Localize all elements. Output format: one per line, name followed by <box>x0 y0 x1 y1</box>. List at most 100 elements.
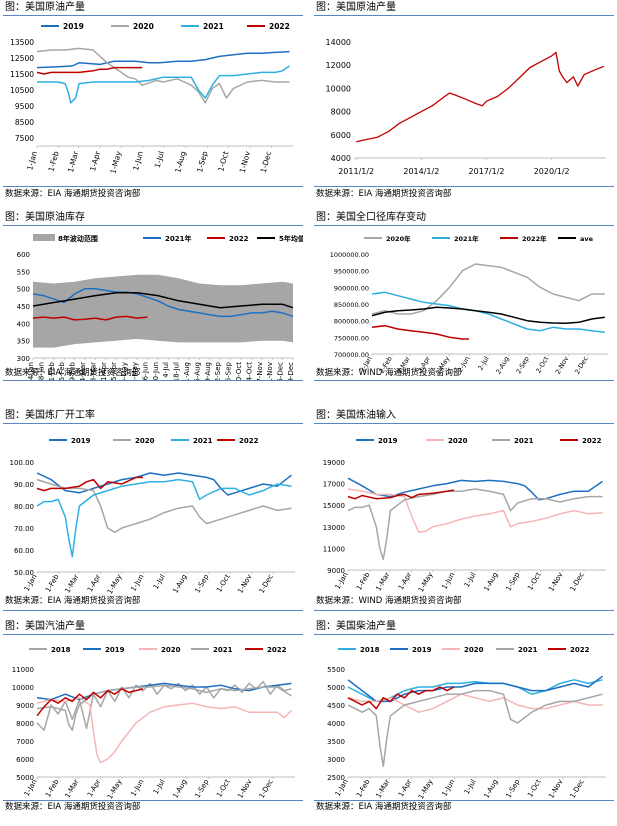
y-tick-label: 400 <box>17 320 30 328</box>
x-tick-label: 1-Apr <box>88 149 102 172</box>
legend-label: 2019 <box>63 22 84 31</box>
y-tick-label: 10000 <box>12 684 34 692</box>
x-tick-label: 29-Aug <box>204 362 212 380</box>
x-tick-label: 19-Dec <box>287 362 295 380</box>
y-tick-label: 750000.00 <box>334 334 369 342</box>
legend-label: 2021年 <box>454 234 479 243</box>
y-tick-label: 950000.00 <box>334 268 369 276</box>
y-tick-label: 17000 <box>323 481 345 489</box>
y-tick-label: 11000 <box>12 666 34 674</box>
line-chart: 13500 12500 11500 10500 9500 8500 7500 1-Jan 1-F… <box>10 22 293 175</box>
legend-label: 2021年 <box>165 234 191 243</box>
chart-panel-us-refinery-utilization: 图：美国炼厂开工率 100.00 90.00 80.00 70.00 60.00 50.0… <box>3 410 303 615</box>
x-tick-label: 26-Sep <box>225 361 233 380</box>
source-divider <box>3 186 303 187</box>
series-line-2020 <box>36 478 292 534</box>
legend-label: 2021 <box>203 22 224 31</box>
title-divider <box>3 225 303 227</box>
line-chart: 14000 12000 10000 8000 6000 4000 2011/1/2 2014/… <box>326 38 606 176</box>
x-tick-label: 1-Feb <box>44 778 61 799</box>
x-tick-label: 28-Mar <box>89 362 97 380</box>
y-tick-label: 850000.00 <box>334 301 369 309</box>
y-tick-label: 12000 <box>326 61 351 70</box>
y-tick-label: 900000.00 <box>334 284 369 292</box>
y-tick-label: 8500 <box>15 118 34 127</box>
legend-label: 2018 <box>51 646 71 654</box>
x-tick-label: 1-Apr <box>397 571 413 592</box>
x-tick-label: 1-Feb <box>355 778 372 799</box>
x-tick-label: 1-May <box>108 150 123 175</box>
y-tick-label: 4000 <box>331 154 351 163</box>
source-divider <box>314 800 614 801</box>
series-line-main <box>356 51 605 143</box>
x-tick-label: 24-Oct <box>245 362 253 380</box>
x-tick-label: 1-Jul <box>152 573 167 591</box>
series-line-2022 <box>36 688 144 717</box>
x-tick-label: 20-Jun <box>152 362 160 380</box>
y-tick-label: 3000 <box>327 756 345 764</box>
x-tick-label: 1-Mar <box>63 778 80 799</box>
y-tick-label: 5000 <box>16 774 34 782</box>
x-tick-label: 2-Nov <box>554 355 571 376</box>
x-tick-label: 1-Nov <box>236 778 253 799</box>
legend-label: 2020 <box>161 646 181 654</box>
y-tick-label: 800000.00 <box>334 318 369 326</box>
x-tick-label: 1-Jun <box>129 573 145 593</box>
legend-label: 2021 <box>213 646 233 654</box>
x-tick-label: 15-Aug <box>193 362 201 380</box>
legend-label: 8年波动范围 <box>58 234 98 243</box>
x-tick-label: 1-Aug <box>482 571 499 593</box>
series-line-2019 <box>36 50 290 69</box>
legend-label: 2021 <box>514 437 534 445</box>
chart-title: 图：美国全口径库存变动 <box>316 212 426 223</box>
x-tick-label: 1-Dec <box>259 150 273 174</box>
chart-panel-us-crude-production-seasonal: 图：美国原油产量 13500 12500 11500 10500 9500 8500 750… <box>3 2 303 207</box>
series-line-2021年 <box>371 291 605 334</box>
x-tick-label: 1-Aug <box>171 778 188 799</box>
title-divider <box>3 423 303 425</box>
y-tick-label: 50.00 <box>14 569 34 577</box>
x-tick-label: 14-Mar <box>79 362 87 380</box>
y-tick-label: 70.00 <box>14 525 34 533</box>
y-tick-label: 11500 <box>10 70 34 79</box>
series-line-2020 <box>36 47 290 104</box>
title-divider <box>314 634 614 636</box>
source-divider <box>314 610 614 611</box>
series-line-2022 <box>347 686 455 710</box>
y-tick-label: 700000.00 <box>334 351 369 359</box>
series-line-2021 <box>36 684 292 731</box>
x-tick-label: 1-Apr <box>397 778 413 799</box>
x-tick-label: 1-Dec <box>258 573 275 595</box>
y-tick-label: 1000000.00 <box>330 251 369 259</box>
legend-label: 2019 <box>105 646 125 654</box>
y-tick-label: 80.00 <box>14 503 34 511</box>
series-line-2021 <box>36 478 292 558</box>
x-tick-label: 10-Oct <box>235 362 243 380</box>
x-tick-label: 23-May <box>131 362 139 380</box>
range-band <box>33 274 293 348</box>
y-tick-label: 100.00 <box>10 459 35 467</box>
y-tick-label: 3500 <box>327 738 345 746</box>
legend-label: 2022 <box>267 646 287 654</box>
series-line-2022 <box>36 66 143 75</box>
y-tick-label: 60.00 <box>14 547 34 555</box>
legend-label: 2022 <box>269 22 290 31</box>
y-tick-label: 19000 <box>323 459 345 467</box>
source-divider <box>314 380 614 381</box>
title-divider <box>314 225 614 227</box>
y-tick-label: 5500 <box>327 666 345 674</box>
x-tick-label: 1-Jul <box>152 778 167 796</box>
y-tick-label: 15000 <box>323 502 345 510</box>
x-tick-label: 1-Mar <box>374 778 391 799</box>
legend-label: 2022年 <box>522 234 547 243</box>
x-tick-label: 1-May <box>417 571 435 594</box>
x-tick-label: 1-Feb <box>355 571 372 592</box>
x-tick-label: 1-Oct <box>526 571 543 592</box>
y-tick-label: 450 <box>17 303 30 311</box>
title-divider <box>314 423 614 425</box>
x-tick-label: 2-Oct <box>534 355 550 375</box>
